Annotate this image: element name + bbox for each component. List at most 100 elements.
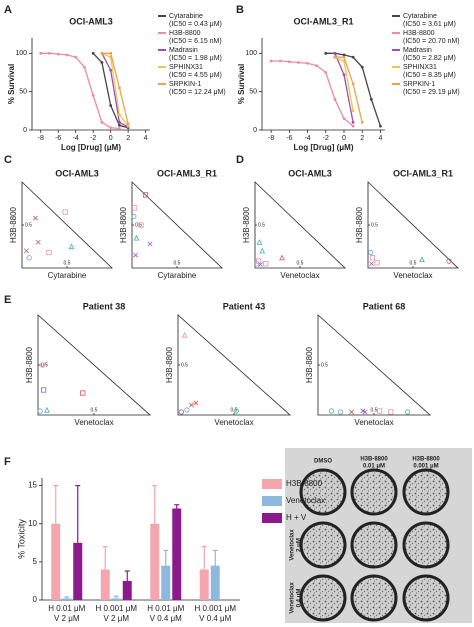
- point: [100, 61, 104, 64]
- legend-note: (IC50 = 3.61 μM): [403, 21, 456, 28]
- x-tick-label: 0: [109, 135, 113, 142]
- plate-row: Venetoclax: [290, 529, 296, 561]
- legend-label: Cytarabine: [169, 13, 203, 20]
- legend-swatch: [262, 479, 282, 489]
- curve: [101, 52, 129, 125]
- y-axis-label: H3B-8800: [242, 206, 251, 243]
- x-tick-label: 0.5: [297, 260, 304, 266]
- point: [132, 205, 138, 211]
- x-axis-label: Venetoclax: [354, 418, 393, 427]
- x-tick-label: 0.5: [371, 407, 378, 413]
- point: [349, 409, 355, 415]
- point: [109, 68, 113, 72]
- y-tick-label: 0: [33, 595, 38, 604]
- point: [379, 124, 382, 128]
- legend-note: (IC50 = 1.98 μM): [169, 55, 222, 62]
- point: [41, 387, 47, 393]
- curve: [271, 60, 354, 127]
- point: [178, 409, 184, 415]
- y-axis-label: H3B-8800: [165, 346, 174, 383]
- legend-label: SPHINX31: [169, 64, 203, 71]
- bar: [172, 508, 182, 600]
- curve: [40, 52, 120, 130]
- x-tick-label: H 0.001 μM: [95, 604, 137, 613]
- y-tick-label: 0: [23, 127, 27, 134]
- legend-note: (IC50 = 2.82 μM): [403, 55, 456, 62]
- axis: [131, 181, 223, 269]
- legend-note: (IC50 = 29.19 μM): [403, 89, 460, 96]
- point: [328, 408, 335, 414]
- point: [360, 120, 364, 124]
- point: [333, 51, 337, 55]
- point: [118, 124, 121, 127]
- point: [351, 82, 355, 86]
- chart-title: Patient 68: [363, 301, 406, 311]
- x-tick-label: 0.5: [64, 260, 71, 266]
- point: [33, 215, 38, 221]
- legend-label: SPHINX31: [403, 64, 437, 71]
- chart-title: Patient 43: [223, 301, 266, 311]
- point: [118, 86, 121, 90]
- chart-title: OCI-AML3: [288, 168, 332, 178]
- y-tick-label: 0.5: [258, 222, 265, 228]
- chart-title: OCI-AML3: [55, 168, 99, 178]
- point: [39, 362, 46, 368]
- legend-note: (IC50 = 20.70 nM): [403, 38, 460, 45]
- legend-note: (IC50 = 6.15 nM): [169, 38, 222, 45]
- x-tick-label: 4: [378, 135, 382, 142]
- x-tick-label: -4: [73, 135, 79, 142]
- y-tick-label: 0: [253, 127, 257, 134]
- legend-label: Madrasin: [169, 47, 198, 54]
- error-bar: [102, 546, 108, 570]
- x-axis-label: Log [Drug] (μM): [61, 143, 121, 152]
- axis: [41, 478, 240, 601]
- y-axis-label: % Toxicity: [16, 519, 26, 559]
- axis: [317, 314, 432, 416]
- point: [100, 51, 104, 55]
- point: [278, 59, 282, 63]
- x-axis-label: Venetoclax: [214, 418, 253, 427]
- plate-image: [285, 448, 472, 623]
- point: [362, 409, 368, 415]
- chart-title: OCI-AML3_R1: [157, 168, 217, 178]
- plate-col: H3B-8800: [360, 457, 388, 463]
- point: [315, 64, 319, 67]
- point: [360, 65, 364, 69]
- point: [351, 124, 355, 128]
- error-bar: [75, 485, 81, 543]
- bar: [161, 565, 171, 600]
- axis: [254, 181, 346, 269]
- plate-col: 0.001 μM: [413, 464, 438, 470]
- error-bar: [53, 485, 59, 524]
- point: [269, 59, 273, 63]
- y-axis-label: H3B-8800: [119, 206, 128, 243]
- point: [188, 402, 194, 408]
- legend-note: (IC50 = 12.24 μM): [169, 89, 226, 96]
- point: [342, 55, 346, 59]
- x-tick-label: -4: [304, 135, 310, 142]
- point: [263, 261, 269, 267]
- x-axis-label: Cytarabine: [158, 271, 197, 280]
- plate-row: 0.4 μM: [297, 589, 303, 608]
- plate-row: 2 μM: [297, 538, 303, 552]
- point: [369, 261, 375, 267]
- y-tick-label: 100: [245, 50, 257, 57]
- legend-label: Madrasin: [403, 47, 432, 54]
- y-tick-label: 15: [28, 481, 37, 490]
- point: [109, 51, 113, 55]
- point: [131, 213, 137, 219]
- point: [287, 60, 291, 64]
- x-tick-label: V 2 μM: [103, 614, 129, 623]
- legend-label: H3B-8800: [403, 30, 435, 37]
- point: [80, 390, 86, 396]
- bar: [199, 569, 209, 600]
- point: [91, 94, 95, 97]
- y-axis-label: H3B-8800: [355, 206, 364, 243]
- y-tick-label: 5: [33, 557, 38, 566]
- x-tick-label: 0: [342, 135, 346, 142]
- error-bar: [201, 546, 207, 570]
- x-tick-label: H 0.01 μM: [147, 604, 184, 613]
- point: [419, 256, 425, 262]
- x-tick-label: 2: [126, 135, 130, 142]
